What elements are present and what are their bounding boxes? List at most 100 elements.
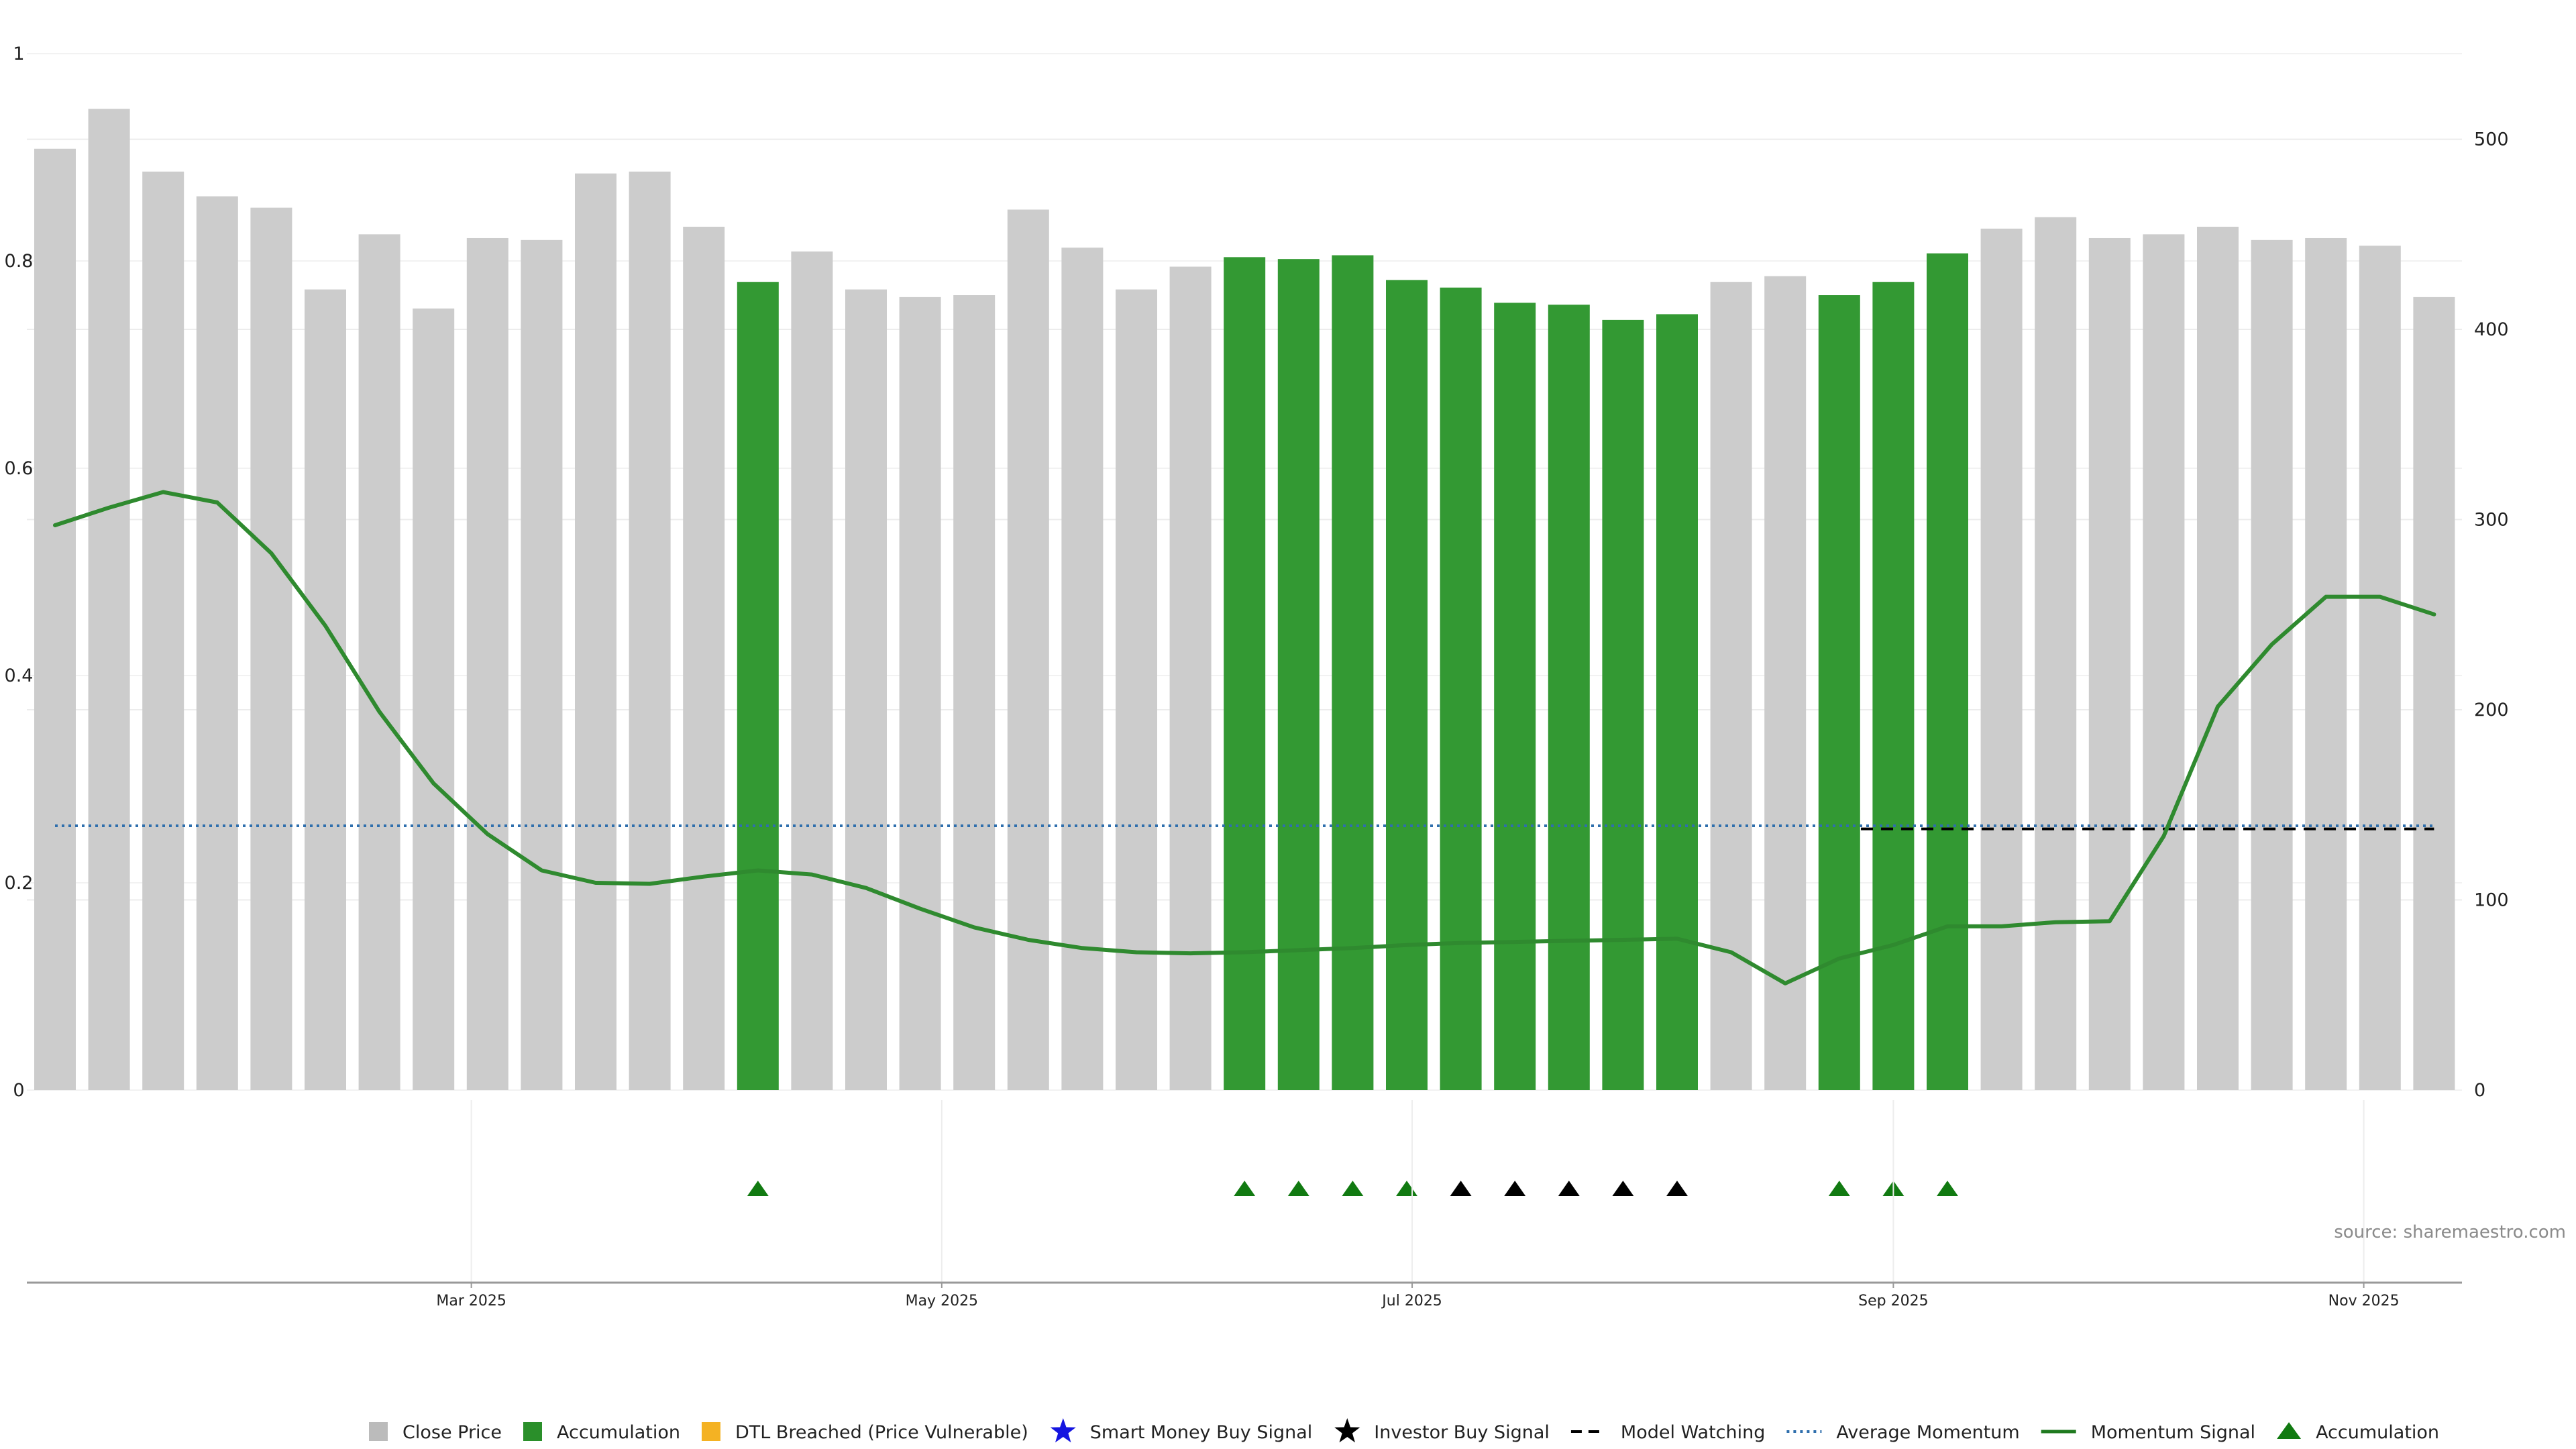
date-tick-label: Mar 2025 xyxy=(436,1293,506,1309)
close-price-bar xyxy=(1764,276,1807,1090)
close-price-bar xyxy=(34,148,76,1090)
close-price-bar xyxy=(466,237,508,1090)
legend-star-icon xyxy=(1050,1418,1076,1443)
accumulation-bar xyxy=(1386,280,1428,1090)
accumulation-marker xyxy=(747,1181,769,1196)
signal-markers xyxy=(747,1181,1958,1196)
accumulation-bar xyxy=(1818,295,1860,1090)
close-price-bar xyxy=(2251,239,2293,1090)
date-tick-label: Sep 2025 xyxy=(1858,1293,1928,1309)
close-price-bar xyxy=(88,109,130,1090)
legend-item: Investor Buy Signal xyxy=(1334,1418,1550,1443)
legend-label: Average Momentum xyxy=(1836,1422,2019,1443)
close-price-bar xyxy=(413,308,455,1090)
close-price-bar xyxy=(2359,246,2401,1091)
investor-buy-marker xyxy=(1666,1181,1688,1196)
close-price-bar xyxy=(2143,234,2185,1091)
investor-buy-marker xyxy=(1450,1181,1472,1196)
close-price-bar xyxy=(845,289,887,1090)
accumulation-bar xyxy=(1656,314,1698,1090)
accumulation-bar xyxy=(1440,287,1482,1090)
close-price-bar xyxy=(2197,226,2239,1091)
accumulation-bar xyxy=(1872,282,1915,1090)
investor-buy-marker xyxy=(1558,1181,1580,1196)
left-axis-tick-label: 0.8 xyxy=(5,251,34,272)
legend-label: Smart Money Buy Signal xyxy=(1090,1422,1313,1443)
date-axis: Mar 2025 May 2025 Jul 2025 Sep 2025 Nov 2025 xyxy=(27,1100,2462,1309)
right-axis-tick-label: 400 xyxy=(2474,319,2509,340)
close-price-bars xyxy=(34,109,2455,1091)
legend-label: Model Watching xyxy=(1621,1422,1765,1443)
legend-label: Momentum Signal xyxy=(2091,1422,2255,1443)
source-label: source: sharemaestro.com xyxy=(2334,1222,2566,1242)
right-axis-tick-label: 300 xyxy=(2474,510,2509,531)
close-price-bar xyxy=(2305,237,2347,1090)
left-axis-tick-label: 0 xyxy=(13,1080,24,1101)
close-price-bar xyxy=(1116,289,1157,1090)
right-axis-tick-label: 100 xyxy=(2474,890,2509,911)
close-price-bar xyxy=(1169,266,1212,1090)
legend-item: Close Price xyxy=(369,1422,502,1443)
close-price-bar xyxy=(1710,282,1752,1090)
close-price-bar xyxy=(305,289,346,1090)
legend-label: DTL Breached (Price Vulnerable) xyxy=(735,1422,1028,1443)
legend-label: Close Price xyxy=(402,1422,502,1443)
legend-item: Smart Money Buy Signal xyxy=(1050,1418,1313,1443)
left-axis-tick-label: 1 xyxy=(13,44,24,64)
accumulation-marker xyxy=(1937,1181,1958,1196)
accumulation-bar xyxy=(737,282,779,1090)
close-price-bar xyxy=(953,295,996,1090)
accumulation-marker xyxy=(1234,1181,1256,1196)
legend-square-icon xyxy=(523,1422,542,1441)
left-axis-tick-label: 0.6 xyxy=(5,458,34,479)
accumulation-marker xyxy=(1396,1181,1417,1196)
right-axis-tick-label: 0 xyxy=(2474,1080,2485,1101)
legend-item: Accumulation xyxy=(523,1422,680,1443)
accumulation-bar xyxy=(1332,255,1374,1091)
accumulation-marker xyxy=(1287,1181,1309,1196)
accumulation-marker xyxy=(1342,1181,1364,1196)
close-price-bar xyxy=(1980,228,2023,1090)
close-price-bar xyxy=(1007,209,1049,1090)
left-axis-tick-label: 0.4 xyxy=(5,665,34,686)
legend-item: Accumulation xyxy=(2277,1422,2439,1443)
close-price-bar xyxy=(791,251,833,1090)
legend-square-icon xyxy=(701,1422,720,1441)
accumulation-bar xyxy=(1224,257,1266,1090)
accumulation-bar xyxy=(1927,253,1968,1091)
close-price-bar xyxy=(521,239,563,1090)
close-price-bar xyxy=(629,171,671,1090)
left-axis-tick-label: 0.2 xyxy=(5,873,34,894)
close-price-bar xyxy=(899,297,941,1090)
legend-star-icon xyxy=(1334,1418,1360,1443)
right-axis-tick-label: 200 xyxy=(2474,700,2509,720)
legend-item: Model Watching xyxy=(1570,1422,1765,1443)
legend: Close Price Accumulation DTL Breached (Pri… xyxy=(369,1418,2439,1443)
legend-item: Momentum Signal xyxy=(2041,1422,2255,1443)
accumulation-bar xyxy=(1548,305,1590,1090)
legend-label: Accumulation xyxy=(557,1422,680,1443)
date-tick-label: Nov 2025 xyxy=(2328,1293,2400,1309)
close-price-bar xyxy=(196,196,238,1090)
legend-label: Investor Buy Signal xyxy=(1374,1422,1550,1443)
date-tick-label: Jul 2025 xyxy=(1381,1293,1442,1309)
close-price-bar xyxy=(358,234,400,1091)
close-price-bar xyxy=(1061,248,1104,1090)
legend-item: Average Momentum xyxy=(1786,1422,2020,1443)
legend-square-icon xyxy=(369,1422,388,1441)
axes: 0 0.2 0.4 0.6 0.8 1 0 100 200 300 400 500 xyxy=(5,44,2509,1101)
close-price-bar xyxy=(575,173,616,1091)
close-price-bar xyxy=(250,207,292,1091)
close-price-bar xyxy=(2413,297,2455,1090)
date-tick-label: May 2025 xyxy=(906,1293,978,1309)
legend-label: Accumulation xyxy=(2316,1422,2439,1443)
accumulation-bar xyxy=(1494,303,1536,1091)
close-price-bar xyxy=(2035,217,2077,1091)
close-price-bar xyxy=(142,171,184,1090)
close-price-bar xyxy=(2088,237,2131,1090)
investor-buy-marker xyxy=(1504,1181,1526,1196)
investor-buy-marker xyxy=(1612,1181,1634,1196)
right-axis-tick-label: 500 xyxy=(2474,129,2509,150)
